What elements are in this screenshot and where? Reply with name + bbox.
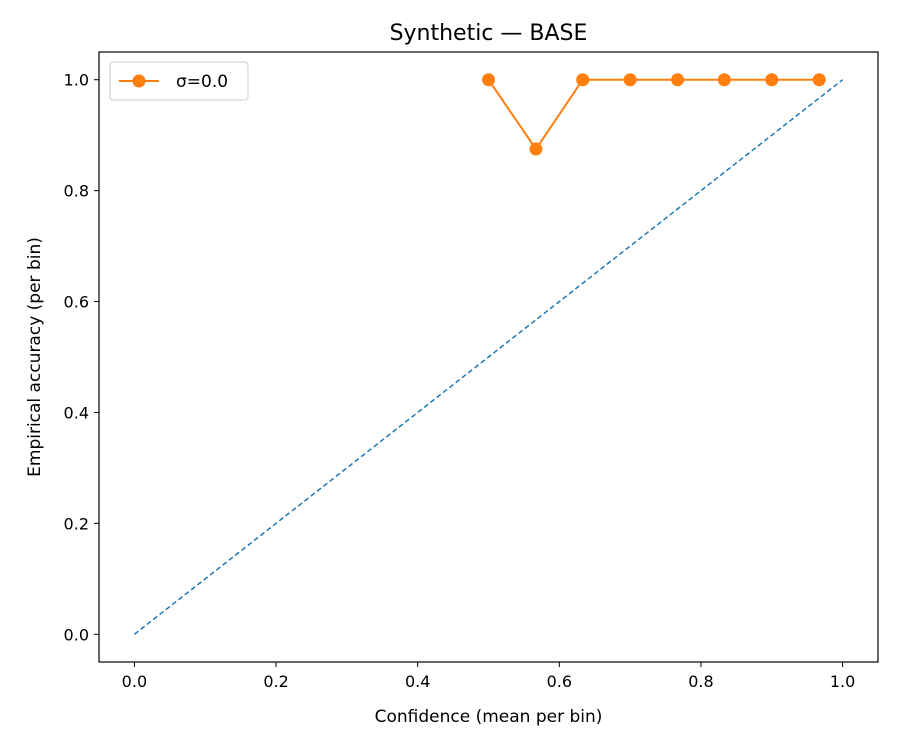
- x-tick-label: 0.0: [122, 672, 147, 691]
- data-point: [576, 73, 590, 87]
- x-axis: 0.0 0.2 0.4 0.6 0.8 1.0: [122, 662, 855, 691]
- series-layer: [482, 73, 826, 156]
- legend-label: σ=0.0: [176, 72, 228, 92]
- reference-line-layer: [133, 79, 844, 635]
- data-point: [717, 73, 731, 87]
- x-tick-label: 0.2: [263, 672, 288, 691]
- x-tick-label: 0.8: [688, 672, 713, 691]
- chart-title: Synthetic — BASE: [390, 21, 588, 46]
- x-axis-label: Confidence (mean per bin): [375, 707, 603, 727]
- series-line: [487, 78, 820, 151]
- legend: σ=0.0: [109, 61, 249, 101]
- y-axis: 0.0 0.2 0.4 0.6 0.8 1.0: [64, 71, 99, 644]
- x-tick-label: 1.0: [830, 672, 855, 691]
- y-tick-label: 0.8: [64, 182, 89, 201]
- data-point: [623, 73, 637, 87]
- x-tick-label: 0.4: [405, 672, 430, 691]
- data-point: [765, 73, 779, 87]
- legend-marker-swatch: [132, 74, 146, 88]
- y-tick-label: 0.0: [64, 625, 89, 644]
- data-point: [812, 73, 826, 87]
- reference-diagonal-line: [133, 79, 844, 635]
- y-tick-label: 1.0: [64, 71, 89, 90]
- data-point: [671, 73, 685, 87]
- x-tick-label: 0.6: [547, 672, 572, 691]
- y-tick-label: 0.2: [64, 514, 89, 533]
- y-axis-label: Empirical accuracy (per bin): [25, 237, 45, 477]
- y-tick-label: 0.6: [64, 293, 89, 312]
- plot-frame: [98, 51, 879, 663]
- legend-box: [109, 61, 249, 101]
- y-tick-label: 0.4: [64, 403, 89, 422]
- data-point: [482, 73, 495, 87]
- data-point: [529, 142, 543, 156]
